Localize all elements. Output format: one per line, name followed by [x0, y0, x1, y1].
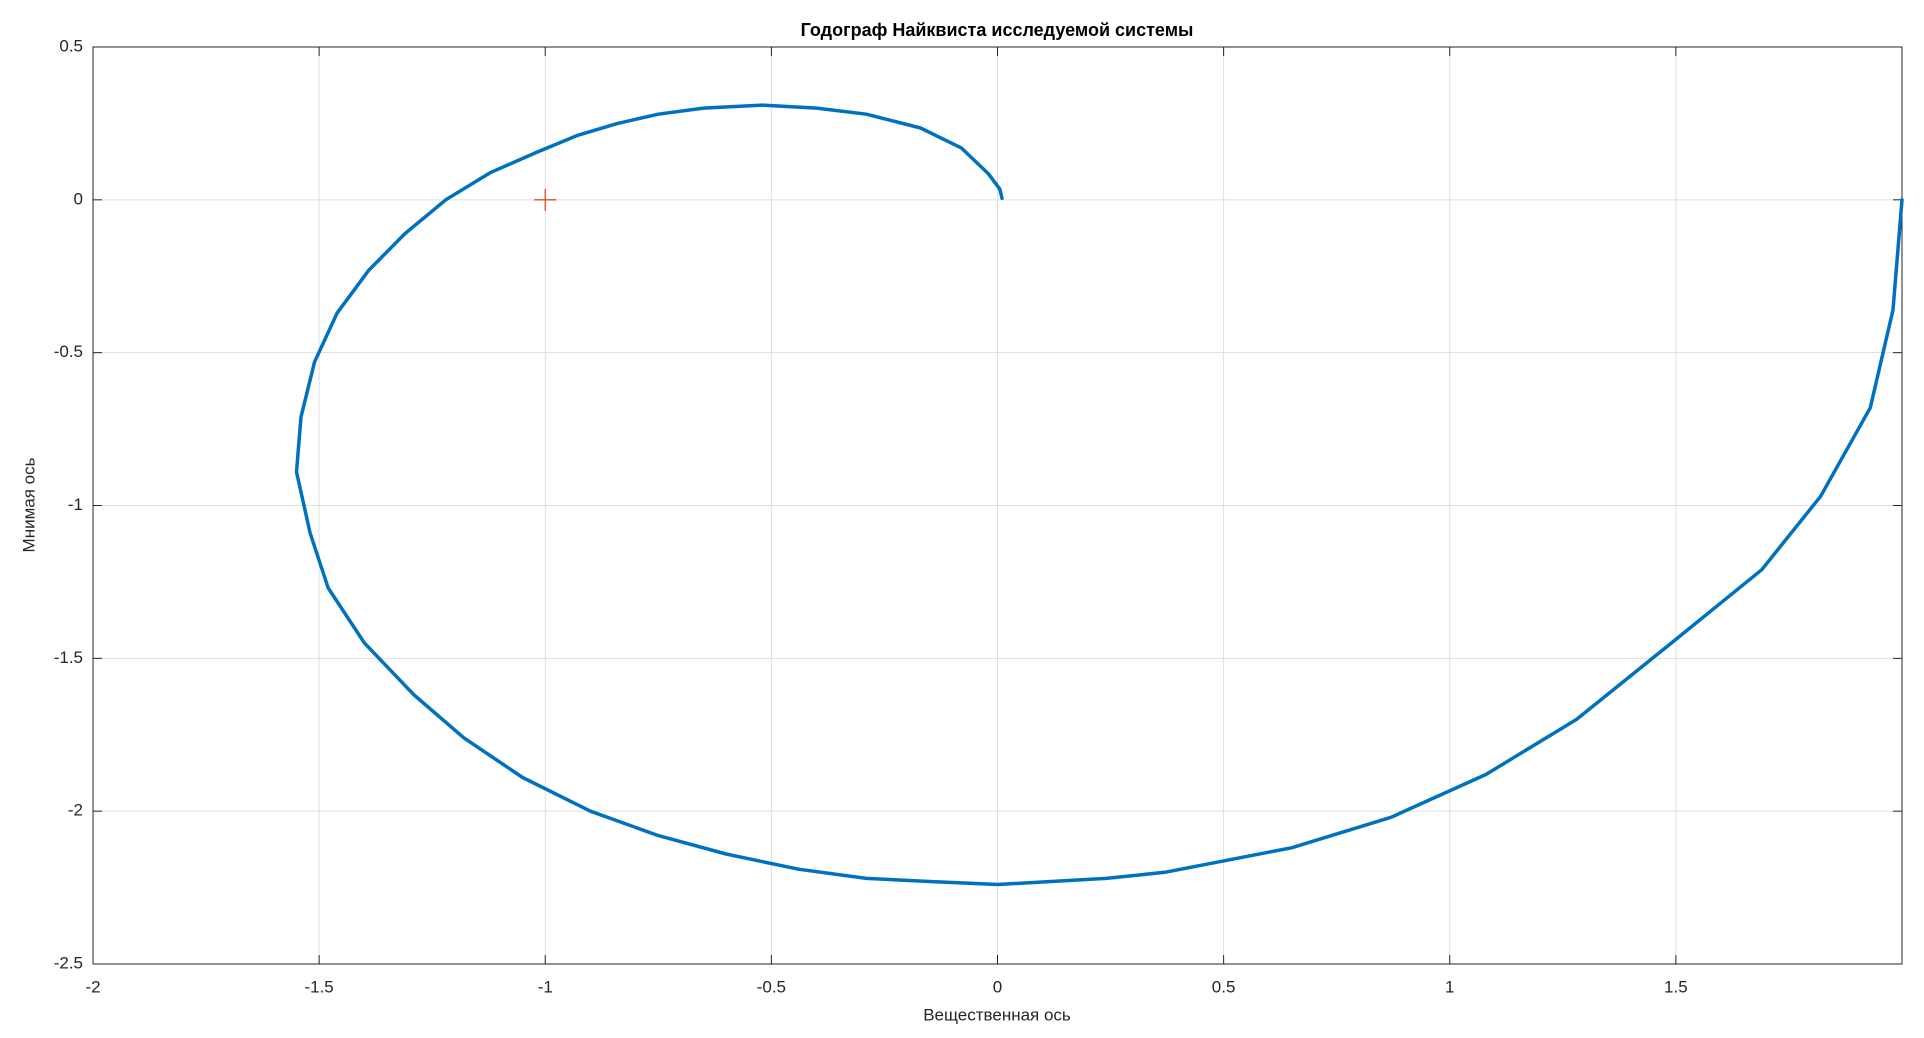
x-tick-label: -1: [538, 977, 553, 996]
y-axis-label: Мнимая ось: [19, 457, 38, 552]
y-tick-label: 0: [74, 189, 83, 208]
x-tick-label: 0: [993, 977, 1002, 996]
x-tick-label: -2: [85, 977, 100, 996]
y-tick-label: -2.5: [54, 953, 83, 972]
plot-frame: [92, 46, 1903, 965]
y-tick-label: -1.5: [54, 648, 83, 667]
x-tick-label: 0.5: [1212, 977, 1236, 996]
marker: [534, 188, 557, 211]
chart-title: Годограф Найквиста исследуемой системы: [801, 20, 1194, 40]
y-tick-label: 0.5: [59, 36, 83, 55]
y-tick-label: -2: [68, 801, 83, 820]
x-tick-label: -0.5: [757, 977, 786, 996]
x-axis-label: Вещественная ось: [923, 1005, 1071, 1024]
nyquist-curve: [294, 103, 1904, 887]
x-tick-label: -1.5: [304, 977, 333, 996]
x-tick-label: 1: [1445, 977, 1454, 996]
x-tick-label: 1.5: [1664, 977, 1688, 996]
y-tick-label: -0.5: [54, 342, 83, 361]
y-tick-label: -1: [68, 495, 83, 514]
